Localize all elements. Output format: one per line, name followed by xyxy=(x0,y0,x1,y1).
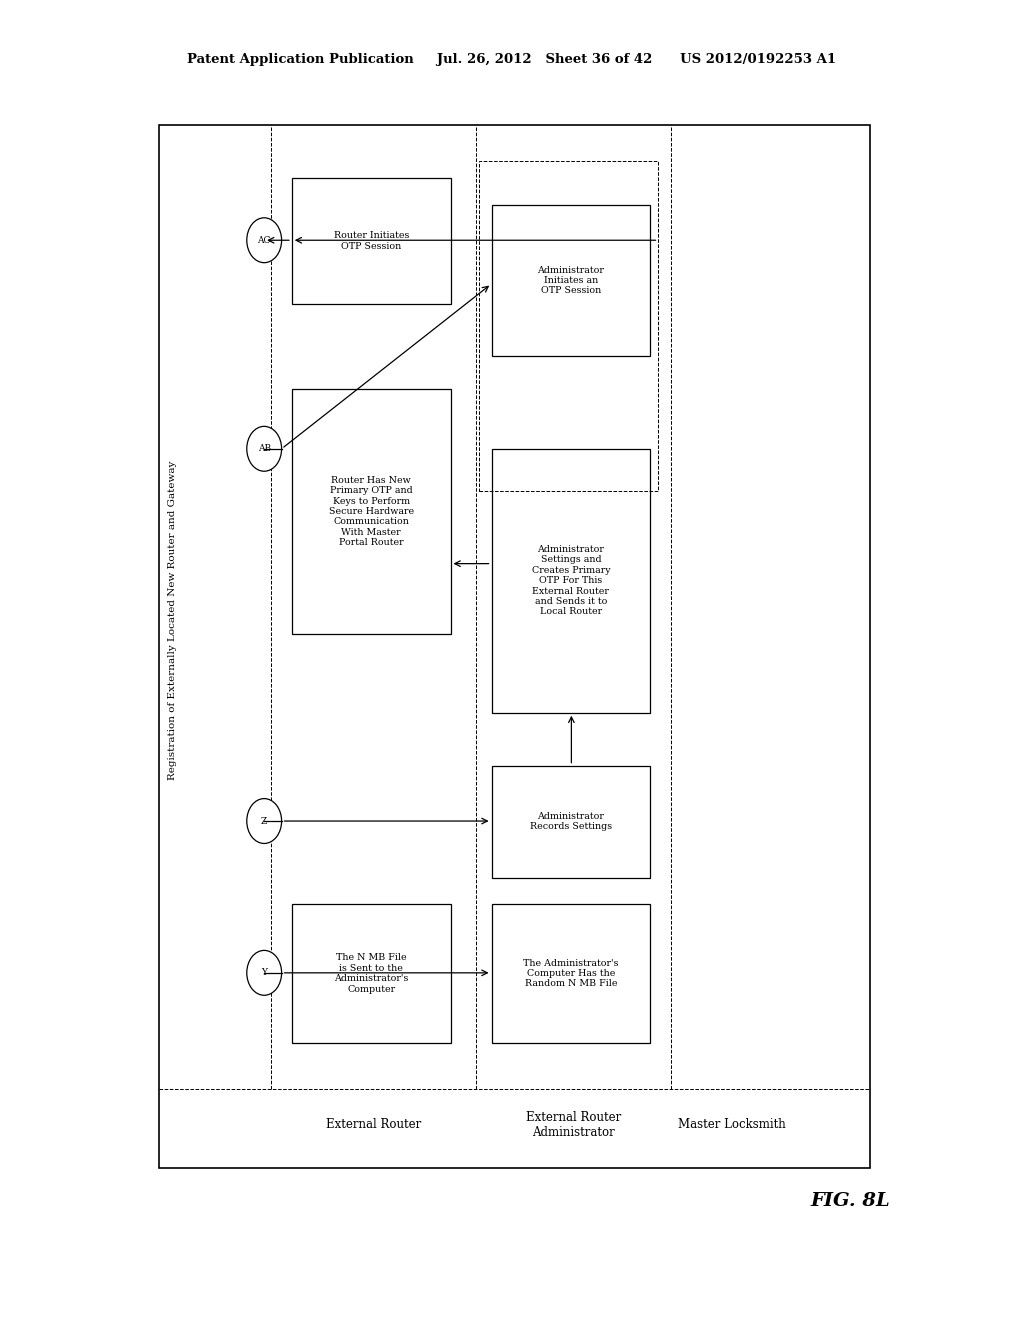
Circle shape xyxy=(247,218,282,263)
Text: AC: AC xyxy=(257,236,271,244)
Text: External Router
Administrator: External Router Administrator xyxy=(525,1110,622,1139)
Text: Administrator
Records Settings: Administrator Records Settings xyxy=(529,812,612,832)
Text: Registration of Externally Located New Router and Gateway: Registration of Externally Located New R… xyxy=(168,461,176,780)
Bar xyxy=(492,449,650,713)
Circle shape xyxy=(247,799,282,843)
Bar xyxy=(492,766,650,878)
Text: Administrator
Settings and
Creates Primary
OTP For This
External Router
and Send: Administrator Settings and Creates Prima… xyxy=(531,545,610,616)
Text: AB: AB xyxy=(258,445,270,453)
Text: Patent Application Publication     Jul. 26, 2012   Sheet 36 of 42      US 2012/0: Patent Application Publication Jul. 26, … xyxy=(187,53,837,66)
Text: Router Initiates
OTP Session: Router Initiates OTP Session xyxy=(334,231,409,251)
Text: Z: Z xyxy=(261,817,267,825)
Bar xyxy=(492,205,650,356)
Bar xyxy=(292,904,451,1043)
Bar xyxy=(292,389,451,634)
Bar xyxy=(292,178,451,304)
Circle shape xyxy=(247,950,282,995)
Circle shape xyxy=(247,426,282,471)
Text: Master Locksmith: Master Locksmith xyxy=(678,1118,786,1131)
Bar xyxy=(492,904,650,1043)
Text: The N MB File
is Sent to the
Administrator's
Computer: The N MB File is Sent to the Administrat… xyxy=(334,953,409,994)
Bar xyxy=(159,125,870,1168)
Text: Administrator
Initiates an
OTP Session: Administrator Initiates an OTP Session xyxy=(538,265,604,296)
Text: Router Has New
Primary OTP and
Keys to Perform
Secure Hardware
Communication
Wit: Router Has New Primary OTP and Keys to P… xyxy=(329,475,414,548)
Text: External Router: External Router xyxy=(326,1118,422,1131)
Bar xyxy=(479,161,658,491)
Text: The Administrator's
Computer Has the
Random N MB File: The Administrator's Computer Has the Ran… xyxy=(523,958,618,989)
Text: FIG. 8L: FIG. 8L xyxy=(810,1192,890,1210)
Text: Y: Y xyxy=(261,969,267,977)
